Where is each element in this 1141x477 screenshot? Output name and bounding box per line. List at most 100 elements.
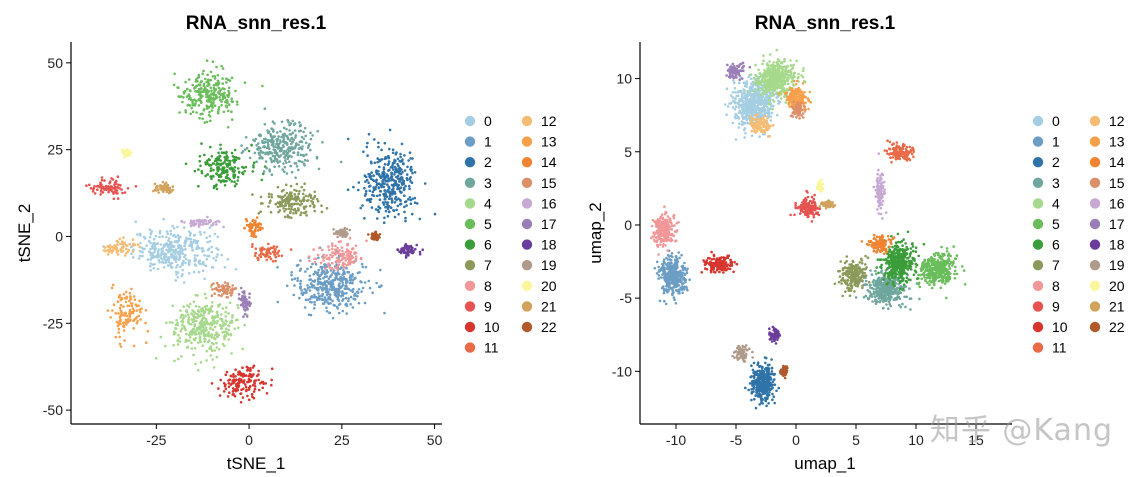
tsne-point (339, 240, 343, 243)
umap-cluster-2 (744, 356, 783, 410)
umap-point (759, 381, 763, 384)
tsne-point (294, 211, 298, 215)
tsne-point (268, 147, 271, 150)
tsne-legend-label-14: 14 (541, 154, 557, 170)
tsne-point (230, 291, 234, 295)
tsne-point (89, 187, 93, 190)
tsne-point (320, 210, 324, 214)
umap-point (664, 302, 668, 306)
tsne-point (191, 98, 194, 102)
tsne-point (158, 229, 162, 233)
tsne-point (391, 148, 395, 151)
umap-point (752, 387, 755, 390)
tsne-point (308, 285, 312, 289)
tsne-point (276, 154, 280, 157)
tsne-point (208, 110, 211, 114)
tsne-point (354, 255, 358, 258)
tsne-point (309, 282, 313, 285)
tsne-point (214, 220, 217, 224)
tsne-point (187, 305, 191, 309)
tsne-point (219, 317, 222, 321)
tsne-point (191, 83, 194, 87)
tsne-point (182, 325, 186, 328)
umap-point (684, 280, 687, 284)
tsne-legend-key-11 (464, 342, 476, 353)
tsne-point (307, 195, 310, 198)
tsne-point (182, 226, 186, 229)
tsne-point (299, 282, 302, 286)
tsne-point (308, 297, 312, 301)
tsne-point (128, 308, 132, 312)
tsne-point (192, 234, 196, 237)
umap-point (662, 260, 666, 263)
tsne-point (396, 177, 400, 180)
tsne-point (229, 333, 233, 336)
umap-point (734, 116, 737, 120)
tsne-point (322, 302, 326, 305)
tsne-point (205, 349, 209, 353)
tsne-point (352, 261, 355, 264)
umap-point (764, 366, 768, 370)
tsne-point (184, 80, 187, 84)
tsne-point (254, 247, 258, 250)
tsne-point (153, 244, 157, 248)
tsne-point (324, 267, 327, 270)
tsne-point (283, 140, 286, 144)
tsne-point (257, 225, 260, 229)
umap-point (772, 373, 776, 377)
umap-point (756, 361, 760, 365)
tsne-point (128, 315, 132, 318)
tsne-point (215, 82, 218, 85)
tsne-point (222, 179, 225, 182)
tsne-point (395, 182, 398, 186)
umap-point (751, 109, 754, 112)
tsne-point (236, 381, 240, 385)
tsne-point (162, 261, 165, 264)
tsne-point (195, 222, 198, 225)
tsne-point (371, 190, 375, 194)
tsne-point (408, 151, 412, 154)
tsne-point (203, 321, 206, 324)
tsne-point (185, 311, 189, 314)
tsne-point (223, 87, 226, 91)
tsne-point (263, 123, 267, 126)
umap-point (750, 364, 753, 368)
tsne-point (191, 220, 194, 224)
tsne-point (400, 176, 403, 179)
tsne-point (402, 162, 405, 166)
tsne-point (224, 291, 227, 295)
tsne-point (290, 202, 294, 206)
tsne-point (236, 103, 239, 106)
tsne-y-tick-label: 50 (47, 55, 63, 71)
umap-point (669, 266, 672, 270)
tsne-point (325, 310, 329, 313)
tsne-point (189, 96, 192, 100)
tsne-point (203, 292, 207, 296)
tsne-point (221, 342, 225, 346)
umap-point (758, 86, 762, 89)
tsne-point (215, 223, 218, 226)
tsne-point (294, 176, 297, 179)
umap-point (755, 378, 758, 382)
tsne-point (345, 231, 348, 234)
tsne-point (206, 84, 209, 87)
tsne-point (218, 96, 221, 99)
tsne-point (351, 281, 354, 285)
tsne-point (198, 159, 201, 163)
umap-point (664, 288, 668, 291)
tsne-point (112, 303, 116, 307)
tsne-point (220, 327, 223, 330)
tsne-point (188, 104, 192, 107)
tsne-cluster-22 (367, 230, 382, 242)
tsne-point (410, 169, 413, 172)
umap-point (761, 389, 764, 393)
tsne-point (311, 279, 315, 283)
tsne-point (299, 213, 302, 217)
tsne-point (348, 281, 352, 285)
tsne-point (245, 365, 249, 369)
umap-point (736, 101, 740, 105)
tsne-point (331, 254, 335, 258)
tsne-point (148, 228, 152, 231)
umap-point (758, 111, 761, 114)
tsne-point (199, 320, 203, 324)
